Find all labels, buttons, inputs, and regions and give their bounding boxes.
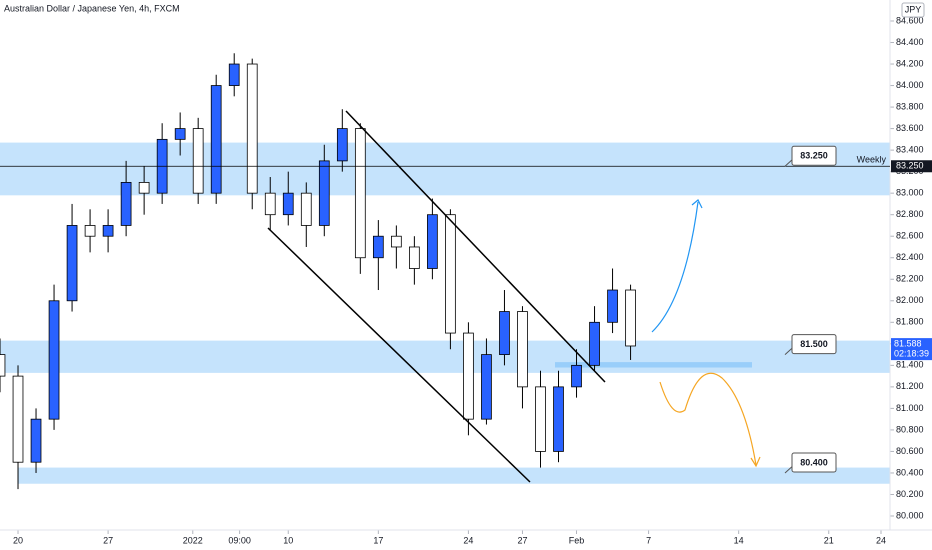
candle-body [553,386,564,452]
callout-label: 83.250 [800,151,828,161]
candle-body [535,386,546,452]
candle-body [48,300,60,420]
countdown-label: 02:18:39 [894,348,929,358]
candle-body [318,160,330,226]
candle-body [589,321,600,366]
y-tick-label: 80.600 [896,446,924,456]
candle-body [84,225,96,237]
candle-body [246,63,258,194]
y-tick-label: 84.600 [896,15,924,25]
candle-body [30,418,42,463]
x-tick-label: 20 [13,535,23,545]
y-tick-label: 80.000 [896,510,924,520]
y-tick-label: 81.400 [896,360,924,370]
candle-body [463,332,474,420]
y-tick-label: 81.800 [896,317,924,327]
candle-body [300,192,312,226]
y-tick-label: 82.800 [896,209,924,219]
candle-body [391,235,402,248]
last-price-label: 81.588 [894,338,922,348]
y-tick-label: 82.400 [896,252,924,262]
y-tick-label: 81.200 [896,381,924,391]
y-tick-label: 83.600 [896,123,924,133]
candle-body [517,311,528,388]
x-tick-label: 7 [646,535,651,545]
y-tick-label: 84.000 [896,80,924,90]
x-tick-label: 14 [734,535,744,545]
callout-box [791,145,837,166]
weekly-label: Weekly [857,155,887,165]
candle-body [481,354,492,420]
candle-body [102,225,114,237]
y-tick-label: 80.200 [896,489,924,499]
weekly-tag [891,160,932,173]
candle-body [282,192,294,216]
x-tick-label: 24 [876,535,886,545]
candle-body [138,182,150,194]
x-tick-label: 09:00 [228,535,251,545]
x-tick-label: 27 [103,535,113,545]
x-tick-label: 2022 [183,535,203,545]
y-tick-label: 82.600 [896,231,924,241]
last-price-tag [891,338,932,361]
x-tick-label: 24 [463,535,473,545]
bear-arrow [659,372,757,466]
zone [0,340,890,373]
callout-box [791,334,837,355]
y-tick-label: 80.400 [896,467,924,477]
bear-arrow-head [750,456,761,468]
candle-body [12,375,24,463]
weekly-tag-label: 83.250 [896,161,924,171]
x-tick-label: 17 [373,535,383,545]
candle-body [372,235,384,259]
x-tick-label: 10 [283,535,293,545]
y-tick-label: 80.800 [896,424,924,434]
y-tick-label: 81.000 [896,403,924,413]
candle-body [427,214,438,269]
zone [555,362,752,368]
candle-body [625,289,636,347]
candle-body [210,85,222,194]
currency: JPY [905,4,922,14]
candle-body [66,225,78,302]
currency-box [901,2,925,18]
candle-body [499,311,510,355]
candle-body [228,63,240,86]
channel-upper [345,110,606,383]
y-tick-label: 84.200 [896,58,924,68]
candle-body [607,289,618,323]
callout-label: 81.500 [800,339,828,349]
zone [0,142,890,196]
x-tick-label: Feb [569,535,585,545]
channel-lower [267,227,531,483]
candle-body [264,192,276,216]
candle-body [571,364,582,388]
y-tick-label: 83.400 [896,144,924,154]
y-tick-label: 82.000 [896,295,924,305]
x-tick-label: 21 [824,535,834,545]
candle-body [409,246,420,269]
y-tick-label: 84.400 [896,37,924,47]
callout-box [791,452,837,473]
chart-title: Australian Dollar / Japanese Yen, 4h, FX… [4,3,180,13]
candle-body [192,128,204,194]
candle-body [174,128,186,140]
candle-body [336,128,348,162]
bull-arrow [651,201,699,333]
candle-body [120,182,132,226]
y-tick-label: 83.800 [896,101,924,111]
zone [18,467,890,484]
y-tick-label: 82.200 [896,274,924,284]
candle-body [354,128,366,259]
bull-arrow-head [691,199,703,209]
callout-label: 80.400 [800,457,828,467]
x-tick-label: 27 [517,535,527,545]
candle-body [445,214,456,334]
y-tick-label: 83.000 [896,188,924,198]
candle-body [0,354,6,377]
